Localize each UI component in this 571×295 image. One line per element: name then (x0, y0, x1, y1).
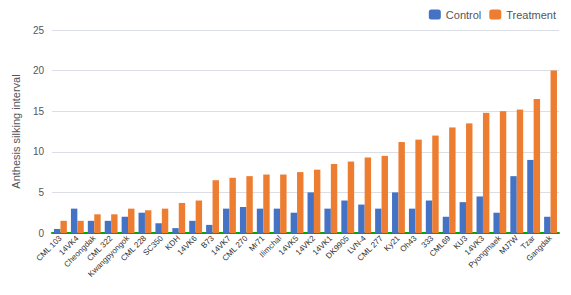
svg-text:B73: B73 (199, 233, 216, 251)
svg-text:Anthesis silking interval: Anthesis silking interval (10, 74, 22, 188)
svg-text:14VK2: 14VK2 (293, 233, 318, 258)
svg-text:15: 15 (33, 106, 45, 117)
svg-text:Treatment: Treatment (506, 9, 556, 21)
svg-text:CML 322: CML 322 (85, 233, 115, 263)
svg-text:Oh43: Oh43 (398, 233, 419, 254)
svg-text:Kwangpyongok: Kwangpyongok (86, 233, 132, 279)
svg-text:KDH: KDH (163, 233, 182, 253)
svg-text:333: 333 (419, 233, 436, 250)
svg-text:Ilimchal: Ilimchal (258, 234, 284, 260)
svg-text:Control: Control (446, 9, 481, 21)
svg-text:Mr71: Mr71 (247, 233, 267, 254)
svg-text:DK9905: DK9905 (324, 233, 351, 261)
svg-text:MJ7W: MJ7W (498, 233, 521, 256)
svg-text:14VK4: 14VK4 (57, 233, 81, 258)
svg-text:SC350: SC350 (141, 233, 165, 257)
svg-text:LVN-4: LVN-4 (345, 233, 368, 256)
svg-text:20: 20 (33, 65, 45, 76)
svg-text:25: 25 (33, 25, 45, 36)
svg-text:Tzar: Tzar (519, 233, 537, 252)
svg-text:CML 103: CML 103 (34, 233, 64, 263)
svg-text:Ky21: Ky21 (382, 233, 402, 253)
svg-text:14VK5: 14VK5 (276, 233, 301, 258)
svg-text:Gangdak: Gangdak (524, 234, 553, 263)
svg-text:10: 10 (33, 146, 45, 157)
svg-text:CML69: CML69 (428, 233, 453, 258)
svg-text:14VK7: 14VK7 (209, 233, 233, 258)
svg-text:0: 0 (38, 228, 44, 239)
svg-text:14VK3: 14VK3 (462, 233, 487, 258)
svg-text:CML 277: CML 277 (356, 233, 385, 262)
svg-text:14VK1: 14VK1 (310, 233, 334, 258)
svg-text:5: 5 (38, 187, 44, 198)
svg-text:Pyongmaek: Pyongmaek (467, 234, 503, 270)
svg-text:KU3: KU3 (451, 233, 470, 252)
svg-text:14VK6: 14VK6 (176, 233, 200, 257)
svg-text:CML 270: CML 270 (220, 233, 249, 262)
svg-text:CML 228: CML 228 (119, 233, 149, 263)
svg-text:Cheongdak: Cheongdak (62, 233, 98, 270)
